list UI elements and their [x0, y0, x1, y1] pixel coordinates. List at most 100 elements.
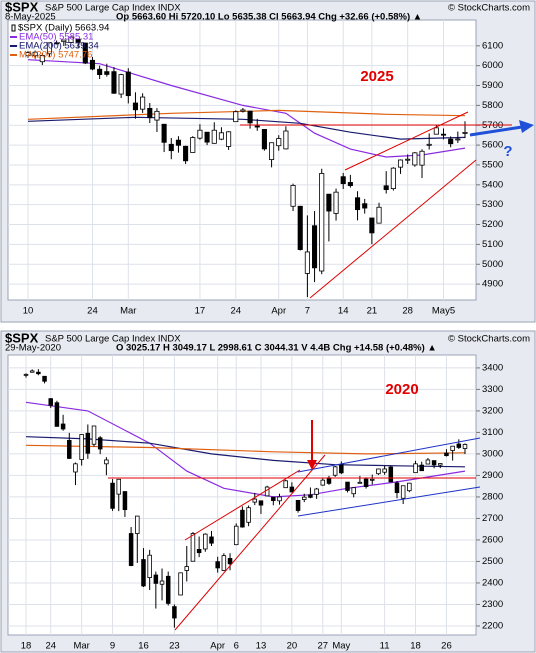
candle-body: [369, 217, 375, 234]
candle-body: [426, 143, 432, 146]
candle-body: [397, 159, 404, 168]
y-tick-label: 2900: [482, 470, 503, 481]
candle-body: [438, 463, 443, 466]
y-tick-label: 2600: [482, 534, 503, 545]
candle-body: [312, 225, 318, 269]
y-tick-label: 5200: [482, 219, 503, 230]
candle-body: [196, 549, 202, 554]
candle-body: [412, 152, 418, 166]
candle-body: [319, 173, 325, 272]
candle-body: [295, 499, 301, 511]
x-tick-label: 14: [338, 306, 349, 317]
candle-body: [362, 203, 368, 209]
candle-body: [269, 142, 275, 161]
index-name: S&P 500 Large Cap Index INDX: [45, 3, 181, 14]
candle-body: [190, 533, 196, 562]
channel-line: [297, 486, 481, 517]
x-tick-label: 11: [380, 641, 390, 652]
x-tick-label: 20: [287, 641, 298, 652]
y-tick-label: 2300: [482, 599, 503, 610]
plot-area: [7, 354, 477, 636]
y-tick-label: 5500: [482, 159, 503, 170]
candle-body: [388, 466, 394, 483]
x-tick-label: 17: [195, 306, 206, 317]
candle-body: [89, 59, 96, 70]
legend-label: EMA(200) 5639.34: [19, 41, 99, 52]
x-tick-label: 9: [110, 641, 115, 652]
candle-body: [190, 137, 196, 153]
candle-body: [233, 525, 239, 546]
candle-body: [122, 491, 128, 511]
y-tick-label: 4900: [482, 279, 503, 290]
candle-body: [419, 464, 424, 472]
x-tick-label: May: [332, 641, 350, 652]
trend-line: [184, 469, 301, 541]
candle-body: [240, 109, 246, 112]
candle-body: [111, 71, 117, 94]
y-tick-label: 2400: [482, 577, 503, 588]
x-tick-label: 18: [410, 641, 421, 652]
candle-body: [455, 138, 461, 141]
candle-body: [351, 487, 356, 495]
candle-body: [118, 74, 124, 95]
candle-body: [175, 139, 181, 146]
candle-body: [233, 111, 239, 123]
quote: Op 5663.60 Hi 5720.10 Lo 5635.38 Cl 5663…: [116, 12, 422, 23]
chart-layer: 4900500051005200530054005500560057005800…: [5, 0, 530, 652]
candle-body: [29, 370, 35, 373]
candle-body: [79, 434, 84, 460]
candle-body: [154, 110, 160, 121]
y-tick-label: 5800: [482, 100, 503, 111]
annotation: 2020: [385, 381, 418, 398]
candle-body: [363, 478, 369, 488]
candle-body: [246, 507, 251, 523]
candle-body: [25, 52, 31, 57]
trend-line: [174, 454, 326, 631]
x-tick-label: May5: [432, 306, 455, 317]
symbol: $SPX: [5, 330, 39, 345]
x-tick-label: Apr: [210, 641, 225, 652]
candle-body: [277, 496, 282, 502]
candle-body: [110, 482, 115, 509]
candle-body: [252, 498, 258, 503]
candle-body: [204, 131, 210, 143]
candle-body: [73, 463, 78, 473]
candle-body: [153, 574, 159, 584]
candle-body: [128, 533, 134, 566]
x-tick-label: 23: [169, 641, 180, 652]
candle-body: [32, 51, 38, 57]
x-tick-label: 24: [45, 641, 56, 652]
candle-body: [97, 68, 103, 76]
candle-body: [333, 191, 339, 214]
y-tick-label: 5600: [482, 140, 503, 151]
candle-body: [301, 496, 307, 500]
candle-body: [450, 445, 455, 451]
candle-body: [116, 478, 122, 495]
candle-body: [462, 131, 468, 134]
x-tick-label: 13: [256, 641, 267, 652]
candle-body: [23, 373, 29, 376]
candle-body: [345, 481, 350, 491]
moving-average: [27, 109, 466, 120]
candle-body: [147, 554, 152, 578]
y-tick-label: 3300: [482, 384, 503, 395]
candle-body: [203, 533, 208, 550]
candle-body: [178, 572, 183, 596]
x-tick-label: Apr: [271, 306, 286, 317]
x-tick-label: Mar: [120, 306, 136, 317]
y-tick-label: 3200: [482, 405, 503, 416]
y-tick-label: 6000: [482, 60, 503, 71]
y-tick-label: 5000: [482, 259, 503, 270]
candle-body: [462, 444, 468, 449]
legend-label: EMA(50) 5585.31: [19, 32, 93, 43]
candle-body: [135, 515, 140, 534]
candle-body: [340, 176, 346, 185]
candle-body: [60, 423, 66, 430]
candle-body: [405, 158, 411, 161]
x-tick-label: 26: [441, 641, 452, 652]
candle-body: [444, 452, 449, 457]
candle-body: [172, 606, 177, 619]
candle-body: [440, 133, 447, 136]
x-tick-label: 27: [317, 641, 328, 652]
candle-body: [61, 39, 67, 43]
